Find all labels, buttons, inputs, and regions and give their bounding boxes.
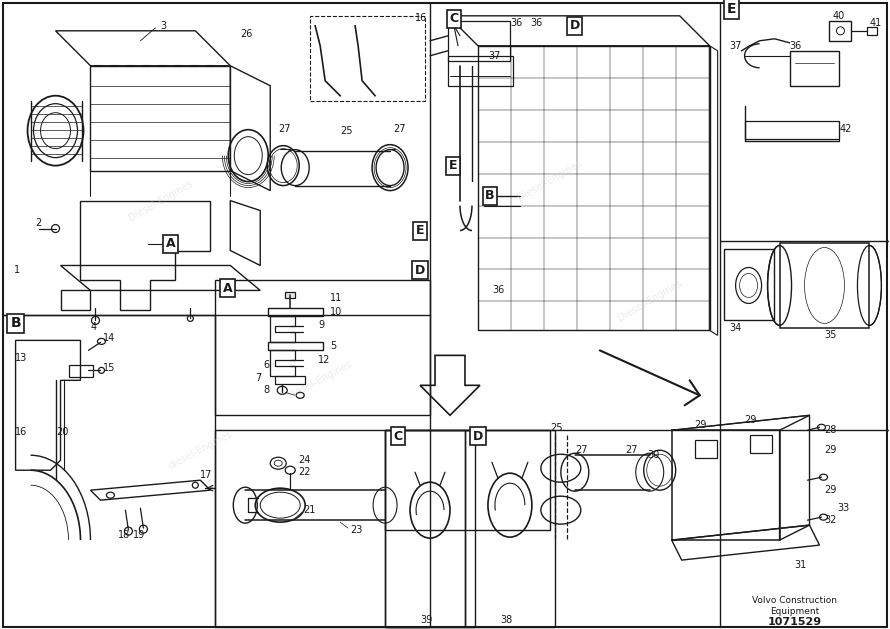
Bar (385, 430, 550, 530)
Bar (789, 51, 839, 86)
Text: 35: 35 (824, 330, 837, 340)
Text: 21: 21 (303, 505, 316, 515)
Text: 29: 29 (824, 485, 837, 495)
Text: 15: 15 (102, 364, 115, 374)
Bar (268, 308, 323, 316)
Text: B: B (11, 316, 20, 330)
Text: D: D (473, 430, 483, 443)
Text: E: E (416, 224, 425, 237)
Bar (215, 281, 430, 415)
Bar (268, 342, 323, 350)
Text: 29: 29 (824, 445, 837, 455)
Bar (749, 435, 772, 454)
Text: 2: 2 (36, 218, 42, 228)
Text: 42: 42 (839, 124, 852, 134)
Text: 39: 39 (420, 615, 433, 625)
Text: 41: 41 (870, 18, 882, 28)
Text: 37: 37 (488, 51, 500, 61)
Bar (311, 16, 425, 101)
Text: 11: 11 (330, 294, 343, 303)
Text: 40: 40 (832, 11, 845, 21)
Text: C: C (393, 430, 402, 443)
Text: 13: 13 (14, 353, 27, 364)
Bar (385, 430, 475, 627)
Text: E: E (727, 2, 736, 16)
Text: 17: 17 (200, 470, 213, 480)
Text: 8: 8 (263, 386, 270, 395)
Text: 23: 23 (350, 525, 362, 535)
Text: 37: 37 (730, 41, 742, 51)
Text: Equipment: Equipment (770, 606, 819, 616)
Text: 10: 10 (330, 308, 343, 318)
Bar (285, 292, 295, 298)
Text: 6: 6 (263, 360, 270, 370)
Text: B: B (485, 189, 495, 202)
Bar (385, 430, 465, 627)
Bar (448, 56, 513, 86)
Text: 28: 28 (824, 425, 837, 435)
Text: 33: 33 (837, 503, 850, 513)
Text: 9: 9 (318, 320, 324, 330)
Text: 36: 36 (510, 18, 522, 28)
Text: Volvo Construction: Volvo Construction (752, 596, 837, 604)
Text: 19: 19 (134, 530, 146, 540)
Text: 27: 27 (625, 445, 637, 455)
Text: diesel-Engines: diesel-Engines (287, 359, 354, 401)
Text: 1: 1 (13, 265, 20, 276)
Text: 16: 16 (14, 427, 27, 437)
Text: diesel-Engines: diesel-Engines (166, 429, 234, 471)
Text: 12: 12 (318, 355, 330, 365)
Text: 3: 3 (160, 21, 166, 31)
Text: 22: 22 (298, 467, 311, 477)
Text: 14: 14 (102, 333, 115, 343)
Text: D: D (570, 19, 580, 32)
Text: 36: 36 (789, 41, 802, 51)
Text: D: D (415, 264, 425, 277)
Text: 7: 7 (255, 374, 262, 383)
Text: 32: 32 (824, 515, 837, 525)
Bar (829, 21, 852, 41)
Text: Diesel-Engines: Diesel-Engines (126, 178, 194, 223)
Text: 38: 38 (500, 615, 512, 625)
Bar (215, 430, 430, 627)
Text: 25: 25 (340, 126, 352, 136)
Text: 27: 27 (575, 445, 587, 455)
Text: 24: 24 (298, 455, 311, 465)
Text: 27: 27 (393, 124, 406, 134)
Bar (275, 376, 305, 384)
Text: 36: 36 (492, 286, 505, 296)
Text: 30: 30 (648, 450, 660, 460)
Text: A: A (222, 282, 232, 295)
Bar (465, 430, 554, 627)
Bar (868, 27, 878, 35)
Text: 1071529: 1071529 (767, 617, 821, 627)
Bar (695, 440, 716, 459)
Text: 29: 29 (695, 420, 707, 430)
Text: 20: 20 (57, 427, 69, 437)
Bar (69, 365, 93, 377)
Text: A: A (166, 237, 175, 250)
Text: 31: 31 (795, 560, 806, 570)
Text: 26: 26 (240, 29, 253, 39)
Text: 34: 34 (730, 323, 742, 333)
Text: 29: 29 (745, 415, 757, 425)
Text: 18: 18 (118, 530, 131, 540)
Text: Diesel-Engines: Diesel-Engines (616, 278, 684, 323)
Bar (745, 121, 839, 138)
Bar (724, 248, 773, 320)
Text: 27: 27 (279, 124, 291, 134)
Text: Diesel-Engines: Diesel-Engines (516, 158, 584, 203)
Text: 36: 36 (530, 18, 542, 28)
Text: 25: 25 (550, 423, 562, 433)
Text: 5: 5 (330, 342, 336, 352)
Text: 16: 16 (415, 13, 427, 23)
Text: C: C (449, 13, 458, 25)
Text: 4: 4 (91, 323, 97, 332)
Text: E: E (449, 159, 457, 172)
